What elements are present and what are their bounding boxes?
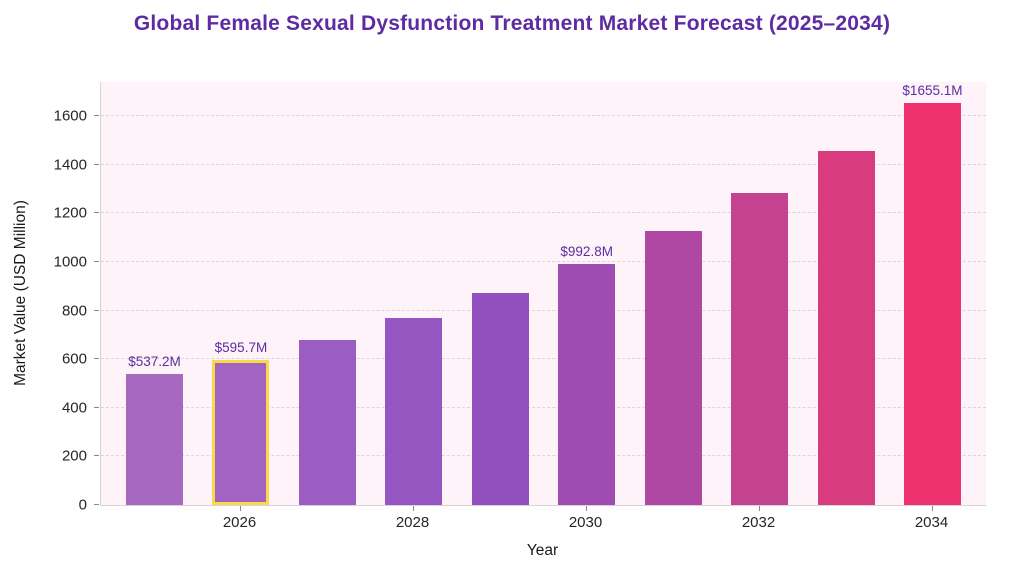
y-tick-label-1000: 1000: [53, 253, 87, 271]
x-tick-mark-2030: [585, 506, 587, 511]
bar-2030: [558, 263, 616, 505]
chart-title: Global Female Sexual Dysfunction Treatme…: [133, 12, 891, 35]
gridline-1400: [101, 163, 986, 165]
bar-value-label-2034: $1655.1M: [902, 82, 963, 98]
bar-column-2030: $992.8M: [558, 82, 616, 505]
bar-2034: [903, 102, 961, 505]
bar-2033: [817, 151, 875, 505]
bar-column-2027: [298, 82, 356, 505]
bar-column-2028: [385, 82, 443, 505]
gridline-400: [101, 406, 986, 408]
x-tick-mark-2028: [412, 506, 414, 511]
bar-column-2026: $595.7M: [212, 82, 270, 505]
bar-2025: [126, 374, 183, 505]
y-tick-mark: [94, 260, 99, 262]
bar-2031: [644, 230, 702, 505]
plot-area: $537.2M $595.7M $992.8M $1655.1M: [100, 82, 986, 506]
x-tick-mark-2026: [239, 506, 241, 511]
bar-column-2032: [731, 82, 789, 505]
bar-2032: [731, 193, 789, 505]
y-tick-mark: [94, 212, 99, 214]
bar-column-2034: $1655.1M: [902, 82, 963, 505]
x-tick-label-2034: 2034: [914, 514, 949, 531]
x-tick-mark-2032: [758, 506, 760, 511]
gridline-1200: [101, 212, 986, 214]
bar-column-2033: [817, 82, 875, 505]
bar-2026: [212, 360, 270, 505]
x-tick-label-2026: 2026: [222, 514, 257, 531]
gridline-1600: [101, 115, 986, 117]
y-tick-label-200: 200: [61, 447, 87, 465]
y-tick-label-1400: 1400: [53, 156, 87, 174]
bar-2029: [471, 292, 529, 505]
y-tick-mark: [94, 455, 99, 457]
x-tick-label-2030: 2030: [568, 514, 603, 531]
bar-2027: [298, 340, 356, 505]
y-tick-label-600: 600: [61, 350, 87, 368]
y-tick-label-800: 800: [61, 302, 87, 320]
y-tick-mark: [94, 115, 99, 117]
gridline-200: [101, 455, 986, 457]
y-axis-ticks: 0 200 400 600 800 1000 1200 1400 1600: [0, 82, 100, 514]
bars-row: $537.2M $595.7M $992.8M $1655.1M: [101, 82, 986, 505]
bar-column-2025: $537.2M: [126, 82, 183, 505]
y-tick-mark: [94, 406, 99, 408]
bar-value-label-2030: $992.8M: [560, 243, 613, 259]
y-tick-label-1200: 1200: [53, 204, 87, 222]
x-tick-label-2028: 2028: [395, 514, 430, 531]
y-tick-label-400: 400: [61, 399, 87, 417]
bar-column-2029: [471, 82, 529, 505]
x-axis-title: Year: [526, 542, 559, 559]
y-tick-mark: [94, 504, 99, 505]
x-tick-label-2032: 2032: [741, 514, 776, 531]
gridline-600: [101, 358, 986, 360]
y-tick-mark: [94, 358, 99, 360]
y-tick-label-1600: 1600: [53, 107, 87, 125]
y-tick-mark: [94, 163, 99, 165]
y-tick-label-0: 0: [78, 496, 87, 514]
bar-column-2031: [644, 82, 702, 505]
x-axis-ticks: 2026 2028 2030 2032 2034: [100, 506, 985, 540]
y-tick-mark: [94, 309, 99, 311]
bar-value-label-2025: $537.2M: [128, 354, 181, 370]
gridline-1000: [101, 260, 986, 262]
gridline-800: [101, 309, 986, 311]
bar-value-label-2026: $595.7M: [214, 340, 268, 356]
x-tick-mark-2034: [931, 506, 933, 511]
bar-2028: [385, 318, 443, 505]
